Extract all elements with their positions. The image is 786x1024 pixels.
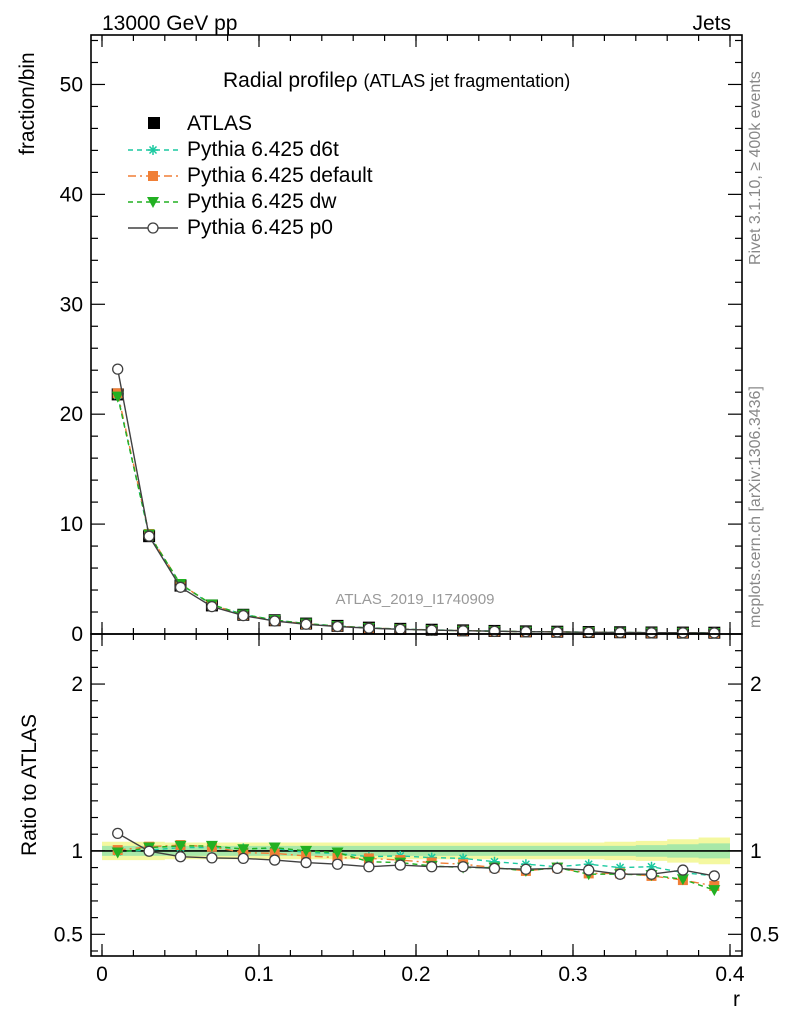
y-tick-label-ratio: 2 [71, 673, 83, 696]
series-point-main-3 [174, 581, 187, 593]
series-point-main-3 [206, 600, 218, 613]
legend-label-1: Pythia 6.425 default [187, 164, 373, 187]
series-point-main-3 [269, 615, 281, 627]
legend-label-3: Pythia 6.425 p0 [187, 216, 333, 239]
series-point-main-3 [394, 623, 406, 635]
series-point-ratio-3 [614, 868, 626, 880]
analysis-label: ATLAS_2019_I1740909 [335, 591, 494, 608]
y-tick-label-main: 40 [60, 183, 83, 206]
series-point-ratio-3 [300, 856, 312, 869]
ratio-uncertainty-band [91, 837, 742, 865]
series-point-main-3 [143, 530, 155, 542]
series-point-ratio-3 [488, 862, 501, 875]
series-point-ratio-3 [143, 845, 155, 857]
series-point-main-3 [300, 618, 312, 630]
series-point-main-3 [677, 627, 689, 639]
series-point-ratio-2 [676, 874, 689, 886]
legend-marker-1 [148, 171, 158, 181]
y-axis-label-main: fraction/bin [16, 52, 39, 155]
chart-title-sub: (ATLAS jet fragmentation) [364, 71, 571, 91]
y-tick-label-main: 10 [60, 513, 83, 536]
series-point-main-3 [331, 620, 344, 633]
series-point-ratio-2 [331, 847, 344, 859]
series-point-ratio-3 [174, 851, 187, 863]
series-point-ratio-3 [551, 862, 563, 875]
y-tick-label-main: 50 [60, 73, 83, 96]
header-right: Jets [692, 12, 731, 35]
series-layer [111, 363, 721, 897]
x-tick-label: 0.2 [401, 963, 430, 986]
legend-marker-2 [147, 197, 159, 208]
y-tick-label-main: 20 [60, 403, 83, 426]
rivet-note: Rivet 3.1.10, ≥ 400k events [747, 71, 764, 265]
series-point-ratio-2 [111, 847, 124, 859]
legend-marker-0 [148, 145, 158, 155]
y-tick-label-ratio-right: 1 [750, 840, 762, 863]
series-point-ratio-3 [426, 861, 438, 873]
series-point-main-3 [112, 363, 124, 375]
series-point-ratio-3 [112, 827, 124, 840]
legend-label-0: Pythia 6.425 d6t [187, 138, 339, 161]
series-point-main-2 [111, 391, 124, 403]
series-point-main-3 [363, 622, 375, 634]
series-point-ratio-2 [268, 842, 281, 854]
header-left: 13000 GeV pp [102, 12, 237, 35]
y-axis-label-ratio: Ratio to ATLAS [18, 714, 41, 856]
x-tick-label: 0.1 [244, 963, 273, 986]
series-point-main-3 [614, 626, 626, 639]
series-point-ratio-3 [269, 854, 281, 866]
chart-title: Radial profileρ (ATLAS jet fragmentation) [223, 69, 570, 92]
chart-title-main: Radial profileρ [223, 69, 358, 92]
series-point-ratio-3 [645, 868, 658, 880]
legend-label-atlas: ATLAS [187, 112, 252, 135]
series-point-ratio-2 [708, 885, 721, 897]
y-tick-label-ratio: 0.5 [54, 923, 83, 946]
legend-label-2: Pythia 6.425 dw [187, 190, 337, 213]
x-axis-label: r [733, 988, 740, 1011]
y-tick-label-ratio-right: 0.5 [750, 923, 779, 946]
series-point-main-3 [645, 627, 658, 639]
series-point-ratio-2 [237, 844, 250, 856]
legend-marker-3 [147, 222, 159, 234]
ratio-plot-frame [90, 633, 743, 957]
series-point-ratio-3 [677, 864, 689, 876]
legend-marker-atlas [148, 117, 160, 129]
x-tick-label: 0.3 [558, 963, 587, 986]
series-point-ratio-3 [363, 861, 375, 873]
series-point-ratio-3 [331, 858, 344, 870]
series-point-ratio-3 [708, 870, 720, 882]
series-point-main-3 [708, 627, 720, 639]
series-point-ratio-3 [520, 863, 532, 875]
x-tick-label: 0 [96, 963, 108, 986]
series-point-main-3 [520, 626, 532, 638]
series-point-ratio-2 [174, 840, 187, 852]
y-tick-label-ratio: 1 [71, 840, 83, 863]
y-tick-label-ratio-right: 2 [750, 673, 762, 696]
legend: ATLAS Pythia 6.425 d6t Pythia 6.425 defaul… [128, 112, 373, 239]
series-line-ratio-0 [117, 846, 715, 877]
series-point-ratio-3 [237, 852, 249, 865]
axis-ticks: 0 0.1 0.2 0.3 0.4 0 10 20 30 40 50 0.5 0.5 1 1 2 2 [54, 35, 779, 986]
series-point-ratio-3 [206, 852, 218, 864]
x-tick-label: 0.4 [715, 963, 745, 986]
y-tick-label-main: 0 [71, 623, 83, 646]
series-point-ratio-3 [583, 864, 595, 876]
series-point-ratio-3 [394, 859, 406, 871]
mcplots-note: mcplots.cern.ch [arXiv:1306.3436] [747, 386, 764, 628]
series-point-main-3 [583, 626, 595, 638]
series-point-ratio-2 [300, 845, 313, 857]
series-point-main-3 [551, 626, 563, 638]
series-point-ratio-3 [457, 861, 469, 873]
series-line-ratio-2 [117, 845, 715, 891]
series-point-main-3 [237, 609, 249, 622]
series-point-main-3 [426, 624, 438, 636]
series-point-ratio-2 [205, 840, 218, 852]
y-tick-label-main: 30 [60, 293, 83, 316]
